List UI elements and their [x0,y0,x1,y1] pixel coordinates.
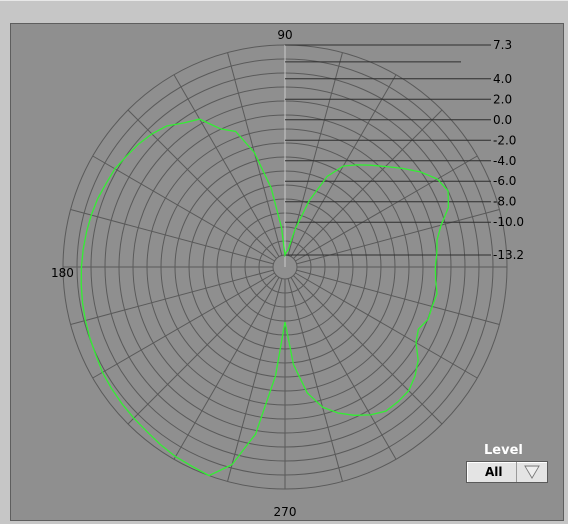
grid-spoke [173,74,280,257]
polar-plot-area: 7.3 4.0 2.0 0.0 -2.0 -4.0 -6.0 -8.0 -10.0 -13.2 9… [10,23,564,521]
triangle-down-icon[interactable] [516,462,547,482]
scale-label: 7.3 [493,38,512,52]
grid-spoke [287,278,343,482]
grid-spoke [293,275,443,425]
scale-label: -8.0 [493,195,516,209]
trace-layer [80,118,450,477]
grid-spoke [287,52,343,256]
angle-label-90: 90 [277,28,292,42]
grid-spoke [127,109,277,259]
grid-spoke [296,269,500,325]
scale-label: -13.2 [493,248,524,262]
grid-spoke [173,277,280,460]
grid-spoke [70,269,274,325]
grid-spoke [293,109,443,259]
scale-label: 0.0 [493,113,512,127]
level-value: All [485,465,503,479]
polar-grid [62,44,508,490]
level-label: Level [484,443,523,458]
polar-chart: 7.3 4.0 2.0 0.0 -2.0 -4.0 -6.0 -8.0 -10.0 -13.2 9… [51,28,524,519]
level-control: Level All [464,441,550,491]
scale-label: -10.0 [493,215,524,229]
grid-spoke [127,275,277,425]
scale-label: -4.0 [493,154,516,168]
grid-spoke [92,155,275,262]
trace-line [80,118,450,477]
grid-spoke [92,272,275,379]
scale-label: -6.0 [493,174,516,188]
grid-spoke [70,209,274,265]
scale-label: 2.0 [493,92,512,106]
grid-spoke [227,278,283,482]
scale-label: 4.0 [493,72,512,86]
radial-scale: 7.3 4.0 2.0 0.0 -2.0 -4.0 -6.0 -8.0 -10.0 -13.2 [285,38,524,262]
angle-label-270: 270 [274,505,297,519]
grid-spoke [295,155,478,262]
grid-spoke [290,277,397,460]
level-dropdown[interactable]: All [466,461,548,483]
grid-spoke [295,272,478,379]
scale-label: -2.0 [493,133,516,147]
angle-label-180: 180 [51,266,74,280]
grid-spoke [296,209,500,265]
